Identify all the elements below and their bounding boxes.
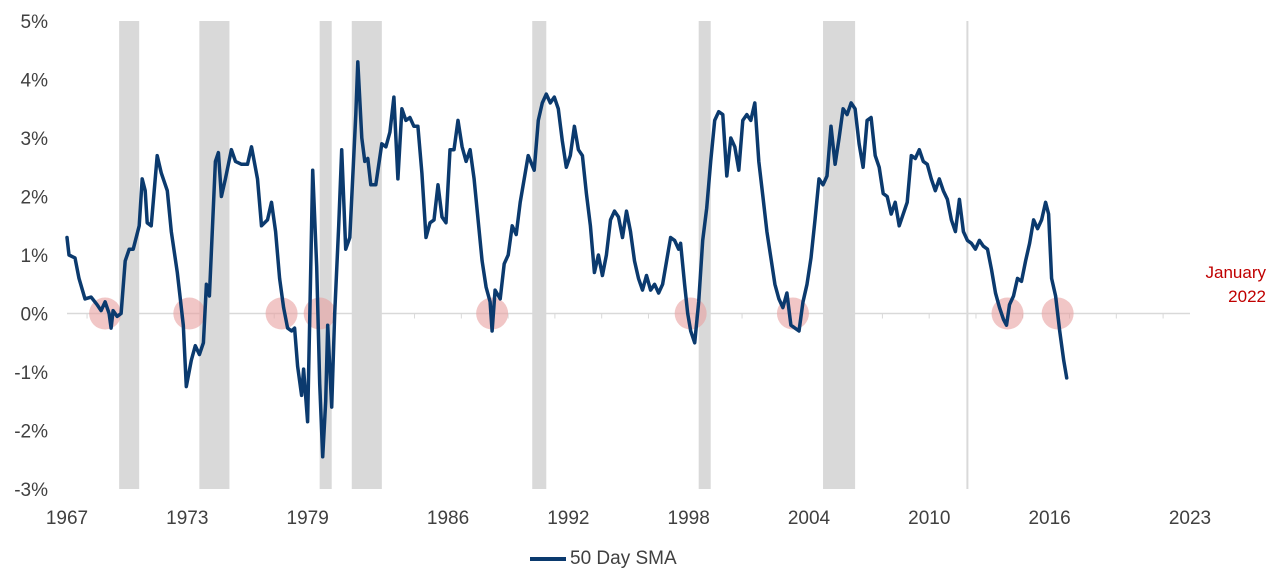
x-tick-label: 2023: [1169, 508, 1211, 529]
recession-band: [966, 21, 969, 489]
legend-swatch: [530, 557, 566, 561]
x-tick-label: 1967: [46, 508, 88, 529]
y-tick-label: 1%: [21, 246, 49, 267]
x-tick-label: 1998: [668, 508, 710, 529]
x-tick-label: 2010: [908, 508, 950, 529]
y-tick-label: 2%: [21, 188, 49, 209]
zero-crossing-marker: [265, 297, 298, 330]
series-line-50-day-sma: [65, 60, 1069, 459]
recession-band: [199, 21, 230, 489]
y-tick-labels: 5% 4% 3% 2% 1% 0% -1% -2% -3%: [14, 12, 48, 501]
x-tick-label: 2004: [788, 508, 831, 529]
annotation-line-2: 2022: [1228, 287, 1266, 306]
y-tick-label: -3%: [14, 480, 48, 501]
zero-crossing-marker: [173, 297, 206, 330]
x-tick-label: 1973: [166, 508, 208, 529]
y-tick-label: 4%: [21, 71, 49, 92]
x-tick-label: 2016: [1028, 508, 1070, 529]
recession-band: [119, 21, 140, 489]
recession-band: [823, 21, 856, 489]
x-tick-label: 1986: [427, 508, 469, 529]
y-tick-label: -2%: [14, 422, 48, 443]
x-tick-label: 1979: [287, 508, 329, 529]
recession-bands: [119, 21, 969, 489]
y-tick-label: 0%: [21, 305, 49, 326]
y-tick-label: 5%: [21, 12, 49, 33]
x-tick-label: 1992: [547, 508, 589, 529]
recession-band: [698, 21, 711, 489]
legend-label: 50 Day SMA: [570, 548, 677, 569]
legend: 50 Day SMA: [530, 546, 677, 572]
annotation-line-1: January: [1206, 263, 1267, 282]
y-tick-label: -1%: [14, 363, 48, 384]
recession-band: [532, 21, 547, 489]
x-tick-labels: 1967 1973 1979 1986 1992 1998 2004 2010 2016 2023: [46, 508, 1211, 529]
y-tick-label: 3%: [21, 129, 49, 150]
